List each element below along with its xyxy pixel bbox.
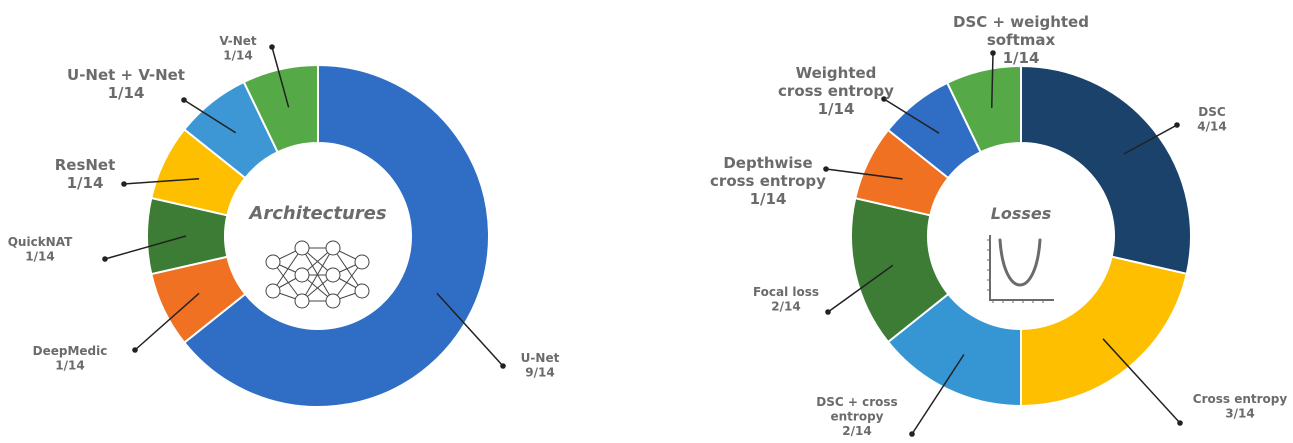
label-dsc: DSC 4/14 xyxy=(1197,105,1226,133)
leader-line-focal-loss xyxy=(827,264,894,313)
label-deepmedic: DeepMedic 1/14 xyxy=(33,344,108,372)
leader-dot-dsc xyxy=(1174,122,1180,128)
label-dsc-weighted-softmax: DSC + weighted softmax 1/14 xyxy=(953,13,1089,67)
leader-dot-dsc-weighted-softmax xyxy=(990,50,996,56)
leader-dot-depthwise-cross-entropy xyxy=(823,166,829,172)
leader-dot-quicknat xyxy=(102,256,108,262)
leader-dot-u-net xyxy=(500,363,506,369)
leader-line-cross-entropy xyxy=(1102,338,1181,424)
slice-dsc-weighted-softmax xyxy=(945,64,1022,154)
slice-dsc xyxy=(1020,64,1192,276)
losses-donut: DSC 4/14 Cross entropy 3/14 DSC + cross entro… xyxy=(710,13,1287,438)
slice-cross-entropy xyxy=(1020,255,1188,408)
label-v-net: V-Net 1/14 xyxy=(219,34,257,62)
leader-dot-resnet xyxy=(121,181,127,187)
center-title: Losses xyxy=(991,204,1052,223)
loss-curve-icon xyxy=(987,235,1054,303)
leader-dot-dsc-cross-entropy xyxy=(909,431,915,437)
label-quicknat: QuickNAT 1/14 xyxy=(8,235,73,263)
architectures-donut: U-Net 9/14 DeepMedic 1/14 QuickNAT 1/14 ResNet… xyxy=(8,34,560,408)
leader-line-u-net xyxy=(436,292,504,367)
leader-line-depthwise-cross-entropy xyxy=(825,168,903,180)
label-focal-loss: Focal loss 2/14 xyxy=(753,285,819,313)
leader-dot-v-net xyxy=(269,44,275,50)
leader-line-weighted-cross-entropy xyxy=(883,98,940,134)
leader-line-v-net xyxy=(271,46,290,108)
neural-network-icon xyxy=(265,240,370,309)
label-u-net: U-Net 9/14 xyxy=(521,351,560,379)
label-u-net-v-net: U-Net + V-Net 1/14 xyxy=(67,66,185,102)
slice-u-net xyxy=(182,63,490,408)
leader-line-dsc xyxy=(1123,124,1178,155)
leader-line-dsc-cross-entropy xyxy=(911,354,965,435)
leader-dot-focal-loss xyxy=(825,309,831,315)
leader-line-quicknat xyxy=(104,235,187,260)
slice-v-net xyxy=(242,63,319,154)
label-weighted-cross-entropy: Weighted cross entropy 1/14 xyxy=(778,64,894,118)
leader-dot-u-net-v-net xyxy=(181,97,187,103)
center-title: Architectures xyxy=(247,203,386,224)
label-dsc-cross-entropy: DSC + cross entropy 2/14 xyxy=(816,395,897,438)
leader-line-deepmedic xyxy=(134,292,200,351)
leader-dot-weighted-cross-entropy xyxy=(881,96,887,102)
leader-dot-cross-entropy xyxy=(1177,420,1183,426)
leader-line-resnet xyxy=(123,177,200,185)
label-cross-entropy: Cross entropy 3/14 xyxy=(1193,392,1288,420)
leader-line-dsc-weighted-softmax xyxy=(990,52,994,108)
leader-dot-deepmedic xyxy=(132,347,138,353)
label-depthwise-cross-entropy: Depthwise cross entropy 1/14 xyxy=(710,154,826,208)
leader-line-u-net-v-net xyxy=(183,99,237,134)
label-resnet: ResNet 1/14 xyxy=(55,156,116,192)
